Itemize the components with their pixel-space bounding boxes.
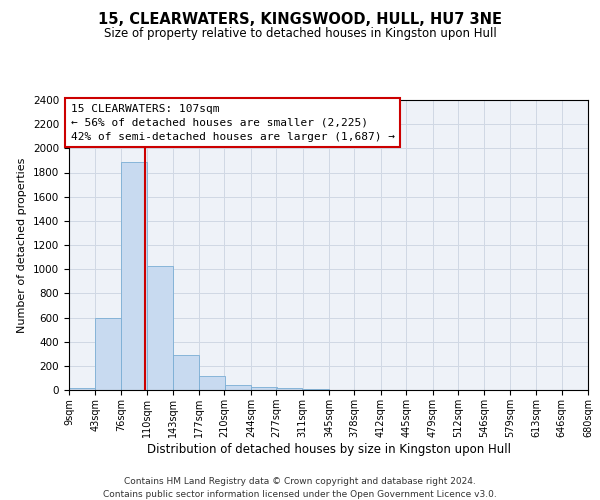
Bar <box>121 162 147 390</box>
Bar <box>69 388 95 390</box>
Text: Contains HM Land Registry data © Crown copyright and database right 2024.: Contains HM Land Registry data © Crown c… <box>124 478 476 486</box>
Bar <box>251 387 277 390</box>
Bar <box>173 355 199 390</box>
Y-axis label: Number of detached properties: Number of detached properties <box>17 158 28 332</box>
Text: Size of property relative to detached houses in Kingston upon Hull: Size of property relative to detached ho… <box>104 28 496 40</box>
Text: Distribution of detached houses by size in Kingston upon Hull: Distribution of detached houses by size … <box>147 442 511 456</box>
Bar <box>199 376 225 390</box>
Bar <box>277 388 302 390</box>
Text: 15 CLEARWATERS: 107sqm
← 56% of detached houses are smaller (2,225)
42% of semi-: 15 CLEARWATERS: 107sqm ← 56% of detached… <box>71 104 395 142</box>
Bar <box>147 266 173 390</box>
Text: 15, CLEARWATERS, KINGSWOOD, HULL, HU7 3NE: 15, CLEARWATERS, KINGSWOOD, HULL, HU7 3N… <box>98 12 502 28</box>
Bar <box>224 385 251 390</box>
Bar <box>95 318 121 390</box>
Text: Contains public sector information licensed under the Open Government Licence v3: Contains public sector information licen… <box>103 490 497 499</box>
